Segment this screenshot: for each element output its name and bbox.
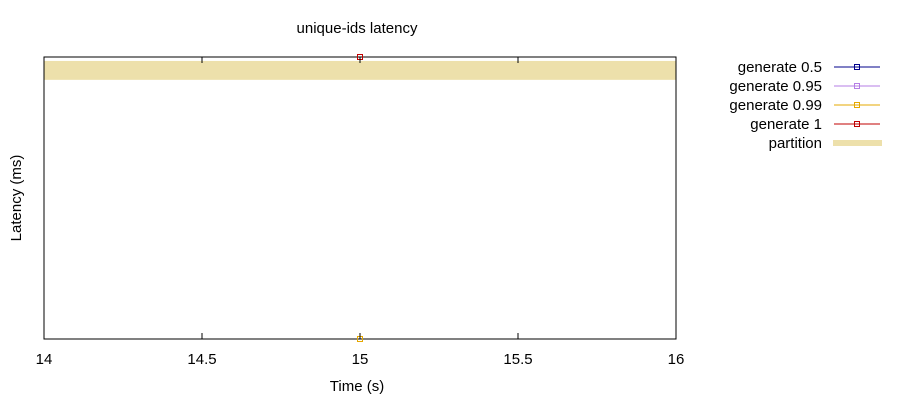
x-tick-label: 15 (352, 351, 369, 368)
x-axis-label: Time (s) (330, 378, 384, 395)
legend: generate 0.5 generate 0.95 generate 0.99 ge… (729, 59, 882, 152)
plot-area (43, 54, 677, 342)
legend-label: generate 0.95 (729, 78, 822, 95)
legend-label: generate 1 (750, 116, 822, 133)
y-axis-label: Latency (ms) (8, 155, 25, 242)
x-tick-label: 14.5 (187, 351, 216, 368)
x-tick-label: 15.5 (503, 351, 532, 368)
legend-band-swatch (833, 140, 882, 146)
legend-marker (854, 64, 860, 70)
legend-label: generate 0.5 (738, 59, 822, 76)
legend-label: partition (769, 135, 822, 152)
partition-band (44, 60, 676, 80)
chart-title: unique-ids latency (297, 20, 418, 37)
x-axis-ticks: 14 14.5 15 15.5 16 (36, 57, 685, 368)
legend-marker (854, 121, 860, 127)
plot-border (43, 56, 677, 340)
legend-marker (854, 83, 860, 89)
x-tick-label: 16 (668, 351, 685, 368)
legend-label: generate 0.99 (729, 97, 822, 114)
legend-marker (854, 102, 860, 108)
x-tick-label: 14 (36, 351, 53, 368)
